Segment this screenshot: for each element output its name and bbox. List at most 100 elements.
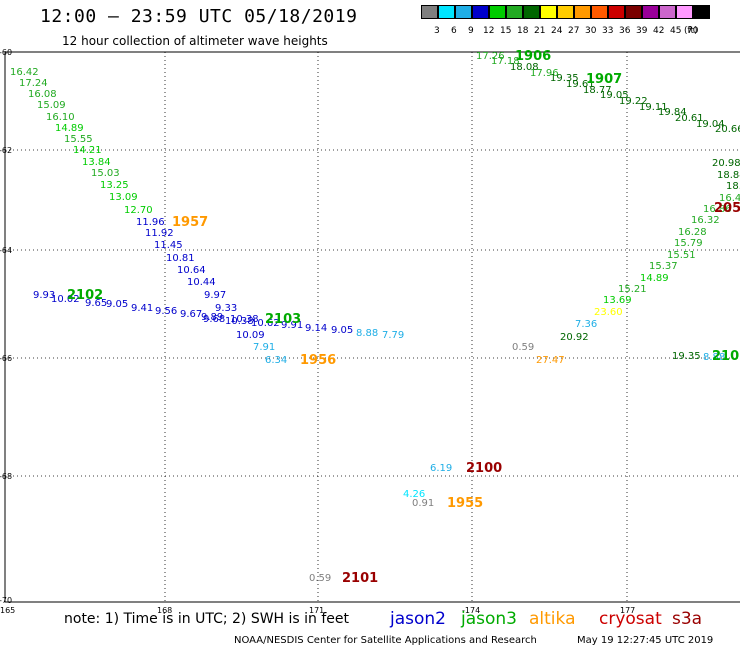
legend-cryosat: cryosat xyxy=(599,609,662,629)
pass-number-label: 210 xyxy=(712,349,739,364)
wave-height-value: 20.66 xyxy=(715,124,740,135)
wave-height-value: 15.55 xyxy=(64,134,93,145)
colorbar-cell xyxy=(608,5,625,19)
pass-number-label: 1957 xyxy=(172,215,208,230)
colorbar-tick-label: 15 xyxy=(500,26,512,36)
wave-height-value: 17.96 xyxy=(530,68,559,79)
colorbar-cell xyxy=(438,5,455,19)
wave-height-value: 19.11 xyxy=(639,102,668,113)
colorbar-cell xyxy=(506,5,523,19)
wave-height-value: 15.09 xyxy=(37,100,66,111)
colorbar-tick-label: 12 xyxy=(483,26,495,36)
wave-height-value: 0.59 xyxy=(309,573,331,584)
wave-height-value: 13.84 xyxy=(82,157,111,168)
page-title: 12:00 — 23:59 UTC 05/18/2019 xyxy=(40,6,358,27)
pass-number-label: 2100 xyxy=(466,461,502,476)
wave-height-value: 15.51 xyxy=(667,250,696,261)
colorbar-tick-label: 45 xyxy=(670,26,682,36)
colorbar-cell xyxy=(642,5,659,19)
wave-height-value: 17.26 xyxy=(476,51,505,62)
wave-height-value: 14.89 xyxy=(640,273,669,284)
wave-height-value: 16.32 xyxy=(691,215,720,226)
colorbar-cell xyxy=(693,5,710,19)
wave-height-value: 9.41 xyxy=(131,303,153,314)
wave-height-value: 13.69 xyxy=(603,295,632,306)
x-tick-label: 177 xyxy=(620,606,635,615)
wave-height-value: 17.18 xyxy=(491,56,520,67)
pass-number-label: 205 xyxy=(714,201,740,216)
colorbar-cell xyxy=(676,5,693,19)
wave-height-value: 9.33 xyxy=(215,303,237,314)
colorbar-cell xyxy=(591,5,608,19)
legend-s3a: s3a xyxy=(672,609,703,629)
x-tick-label: -174 xyxy=(462,606,480,615)
wave-height-value: 19.05 xyxy=(600,90,629,101)
wave-height-value: 8.88 xyxy=(356,328,378,339)
pass-number-label: 1906 xyxy=(515,49,551,64)
y-tick-label: -64 xyxy=(0,246,12,255)
wave-height-value: 9.67 xyxy=(180,309,202,320)
colorbar-tick-label: 36 xyxy=(619,26,631,36)
colorbar-tick-label: 6 xyxy=(451,26,457,36)
wave-height-value: 18.77 xyxy=(583,85,612,96)
note-text: note: 1) Time is in UTC; 2) SWH is in fe… xyxy=(64,611,350,627)
colorbar-cell xyxy=(659,5,676,19)
wave-height-value: 4.26 xyxy=(403,489,425,500)
wave-height-value: 16.42 xyxy=(10,67,39,78)
colorbar-tick-label: 9 xyxy=(468,26,474,36)
colorbar-cell xyxy=(421,5,438,19)
wave-height-value: 15.37 xyxy=(649,261,678,272)
colorbar-cell xyxy=(523,5,540,19)
wave-height-value: 10.38 xyxy=(230,314,259,325)
wave-height-value: 0.59 xyxy=(512,342,534,353)
wave-height-value: 0.91 xyxy=(412,498,434,509)
wave-height-value: 6.19 xyxy=(430,463,452,474)
pass-number-label: 1956 xyxy=(300,353,336,368)
colorbar-tick-label: 21 xyxy=(534,26,546,36)
wave-height-value: 27.47 xyxy=(536,355,565,366)
pass-number-label: 2101 xyxy=(342,571,378,586)
wave-height-value: 20.92 xyxy=(560,332,589,343)
wave-height-value: 12.70 xyxy=(124,205,153,216)
wave-height-value: 15.21 xyxy=(618,284,647,295)
footer-timestamp: May 19 12:27:45 UTC 2019 xyxy=(577,635,714,646)
footer-credit: NOAA/NESDIS Center for Satellite Applica… xyxy=(234,635,537,646)
wave-height-value: 14.89 xyxy=(55,123,84,134)
wave-height-value: 10.38 xyxy=(225,316,254,327)
wave-height-value: 13.09 xyxy=(109,192,138,203)
colorbar-tick-label: 18 xyxy=(517,26,529,36)
wave-height-value: 14.21 xyxy=(73,145,102,156)
wave-height-value: 18.24 xyxy=(726,181,740,192)
colorbar-tick-label: 30 xyxy=(585,26,597,36)
wave-height-value: 16.49 xyxy=(719,193,740,204)
wave-height-value: 9.65 xyxy=(85,298,107,309)
wave-height-value: 15.03 xyxy=(91,168,120,179)
wave-height-value: 17.24 xyxy=(19,78,48,89)
x-tick-label: 171 xyxy=(309,606,324,615)
wave-height-value: 20.61 xyxy=(675,113,704,124)
colorbar-tick-label: 24 xyxy=(551,26,563,36)
colorbar-cell xyxy=(574,5,591,19)
legend-jason3: jason3 xyxy=(461,609,517,629)
wave-height-value: 19.22 xyxy=(619,96,648,107)
wave-height-value: 19.35 xyxy=(550,73,579,84)
page-subtitle: 12 hour collection of altimeter wave hei… xyxy=(62,34,328,48)
wave-height-value: 23.60 xyxy=(594,307,623,318)
wave-height-value: 10.62 xyxy=(251,318,280,329)
wave-height-value: 19.84 xyxy=(658,107,687,118)
wave-height-value: 16.08 xyxy=(28,89,57,100)
colorbar-tick-label: 3 xyxy=(434,26,440,36)
colorbar-unit: (ft) xyxy=(684,26,698,36)
wave-height-value: 9.68 xyxy=(203,314,225,325)
y-tick-label: -68 xyxy=(0,472,12,481)
pass-number-label: 2102 xyxy=(67,288,103,303)
colorbar-cell xyxy=(489,5,506,19)
colorbar-cell xyxy=(455,5,472,19)
wave-height-value: 11.45 xyxy=(154,240,183,251)
wave-height-value: 6.34 xyxy=(265,355,287,366)
wave-height-value: 9.56 xyxy=(155,306,177,317)
x-tick-label: 168 xyxy=(157,606,172,615)
wave-height-value: 11.96 xyxy=(136,217,165,228)
